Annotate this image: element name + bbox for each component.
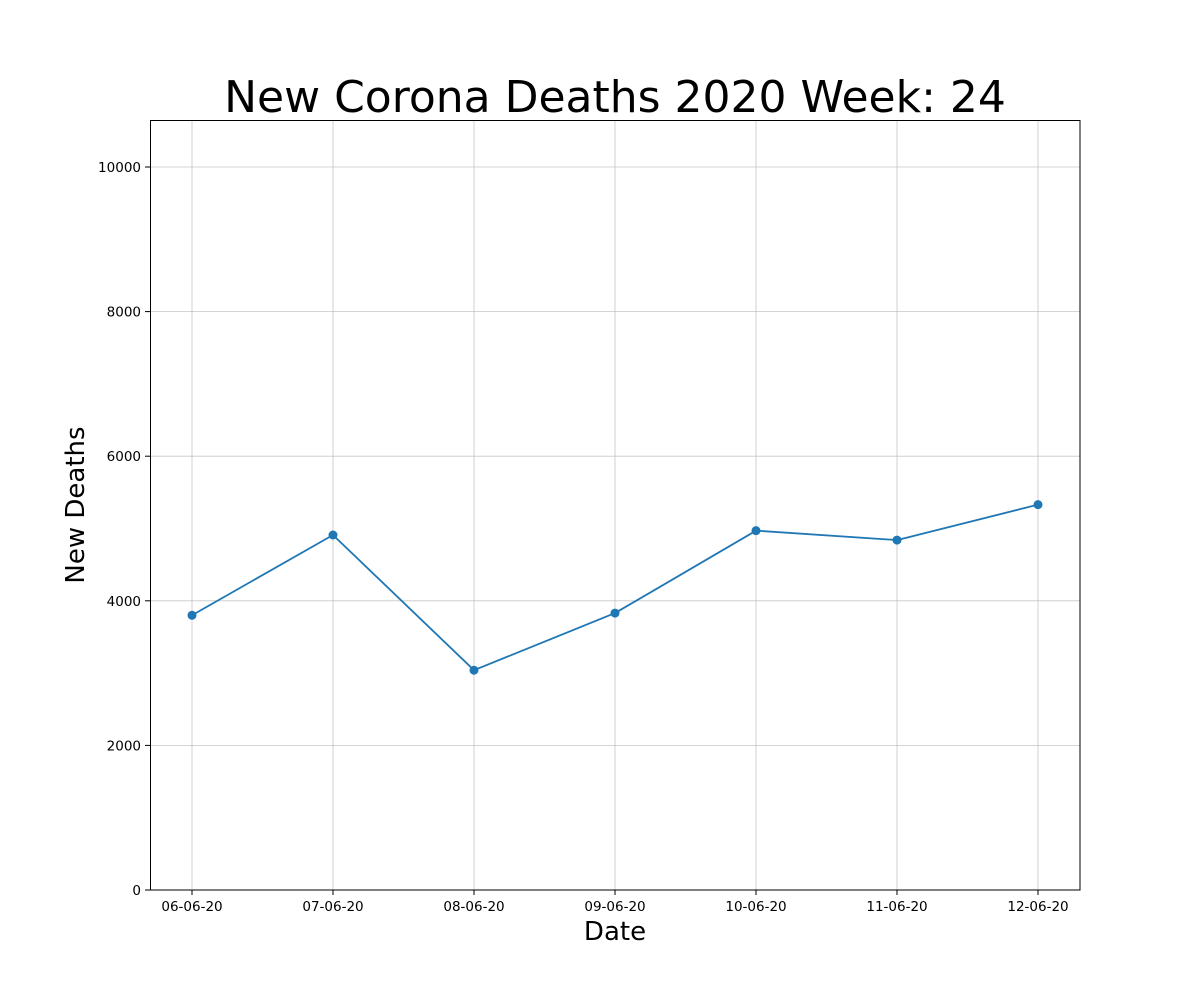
data-point [187, 610, 197, 620]
data-point [1033, 500, 1043, 510]
y-axis: 0 2000 4000 6000 8000 10000 [98, 160, 150, 899]
x-tick-label: 11-06-20 [866, 899, 927, 915]
chart-title: New Corona Deaths 2020 Week: 24 [224, 72, 1006, 123]
y-tick-label: 4000 [107, 594, 141, 610]
y-tick-label: 6000 [107, 449, 141, 465]
x-tick-label: 09-06-20 [584, 899, 645, 915]
data-point [610, 608, 620, 618]
x-axis: 06-06-20 07-06-20 08-06-20 09-06-20 10-06-20… [161, 890, 1069, 915]
grid [150, 120, 1080, 891]
data-point [469, 665, 479, 675]
y-tick-label: 2000 [107, 738, 141, 754]
x-tick-label: 12-06-20 [1007, 899, 1068, 915]
x-tick-label: 10-06-20 [725, 899, 786, 915]
y-tick-label: 10000 [98, 160, 141, 176]
data-point [751, 526, 761, 536]
x-axis-label: Date [584, 917, 646, 947]
x-tick-label: 08-06-20 [443, 899, 504, 915]
x-tick-label: 07-06-20 [302, 899, 363, 915]
y-tick-label: 8000 [107, 305, 141, 321]
data-point [328, 530, 338, 540]
y-axis-label: New Deaths [61, 426, 91, 583]
data-point [892, 535, 902, 545]
series-layer [187, 500, 1043, 675]
y-tick-label: 0 [132, 883, 141, 899]
x-tick-label: 06-06-20 [161, 899, 222, 915]
